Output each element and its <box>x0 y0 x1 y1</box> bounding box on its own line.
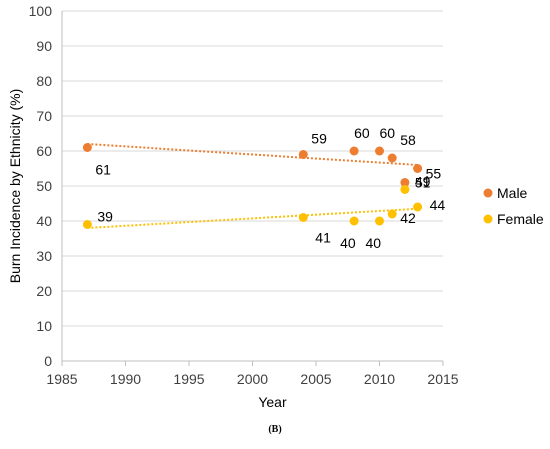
y-tick-label: 0 <box>44 353 52 369</box>
x-tick-label: 1990 <box>110 371 141 387</box>
data-point-female <box>298 213 308 222</box>
data-point-male <box>387 153 397 163</box>
data-label-male: 60 <box>354 125 370 141</box>
data-point-male <box>375 146 384 156</box>
trendlines <box>87 143 418 229</box>
legend-marker-female <box>483 214 493 224</box>
x-tick-label: 2010 <box>364 371 395 387</box>
data-label-male: 60 <box>380 125 396 141</box>
data-label-male: 59 <box>311 131 327 147</box>
data-label-female: 49 <box>415 174 431 190</box>
x-tick-label: 1995 <box>173 371 204 387</box>
y-tick-label: 50 <box>36 178 52 194</box>
data-point-female <box>349 216 359 226</box>
data-label-female: 39 <box>97 209 113 225</box>
data-label-female: 44 <box>430 197 446 213</box>
y-tick-label: 100 <box>29 3 53 19</box>
y-tick-label: 10 <box>36 318 52 334</box>
y-tick-label: 40 <box>36 213 52 229</box>
y-tick-label: 70 <box>36 108 52 124</box>
y-tick-label: 20 <box>36 283 52 299</box>
data-label-female: 40 <box>340 235 356 251</box>
x-tick-label: 2000 <box>237 371 268 387</box>
data-point-male <box>82 143 92 152</box>
gridlines <box>62 10 443 327</box>
data-label-male: 61 <box>95 162 111 178</box>
data-point-female <box>413 202 423 212</box>
data-points <box>82 143 423 229</box>
y-axis-title: Burn Incidence by Ethnicity (%) <box>7 89 23 284</box>
data-point-female <box>387 209 397 219</box>
axes: 0 10 20 30 40 50 60 70 80 90 100 1985 1990 1995 2000 20… <box>29 3 459 387</box>
data-label-male: 51 <box>415 175 431 191</box>
trendline-male <box>87 143 418 166</box>
x-tick-label: 2005 <box>300 371 331 387</box>
data-label-male: 55 <box>426 166 442 182</box>
legend-label-male: Male <box>497 185 528 201</box>
data-point-female <box>400 185 410 194</box>
y-tick-label: 60 <box>36 143 52 159</box>
data-point-male <box>400 178 410 187</box>
data-point-female <box>82 220 92 229</box>
legend: Male Female <box>483 185 544 227</box>
data-point-male <box>349 146 359 156</box>
x-tick-label: 1985 <box>46 371 77 387</box>
x-axis-title: Year <box>258 394 287 410</box>
data-label-male: 58 <box>400 132 416 148</box>
data-label-female: 40 <box>366 235 382 251</box>
y-tick-label: 90 <box>36 38 52 54</box>
data-label-female: 42 <box>400 210 416 226</box>
trendline-female <box>87 207 418 229</box>
legend-marker-male <box>483 188 493 198</box>
panel-label: (B) <box>268 424 282 435</box>
data-point-male <box>413 164 423 173</box>
y-tick-label: 80 <box>36 73 52 89</box>
x-tick-label: 2015 <box>427 371 458 387</box>
data-label-female: 41 <box>315 230 331 246</box>
chart: 0 10 20 30 40 50 60 70 80 90 100 1985 1990 1995 2000 20… <box>7 3 544 410</box>
data-point-male <box>298 150 308 159</box>
legend-label-female: Female <box>497 211 544 227</box>
data-point-female <box>375 216 384 226</box>
y-tick-label: 30 <box>36 248 52 264</box>
